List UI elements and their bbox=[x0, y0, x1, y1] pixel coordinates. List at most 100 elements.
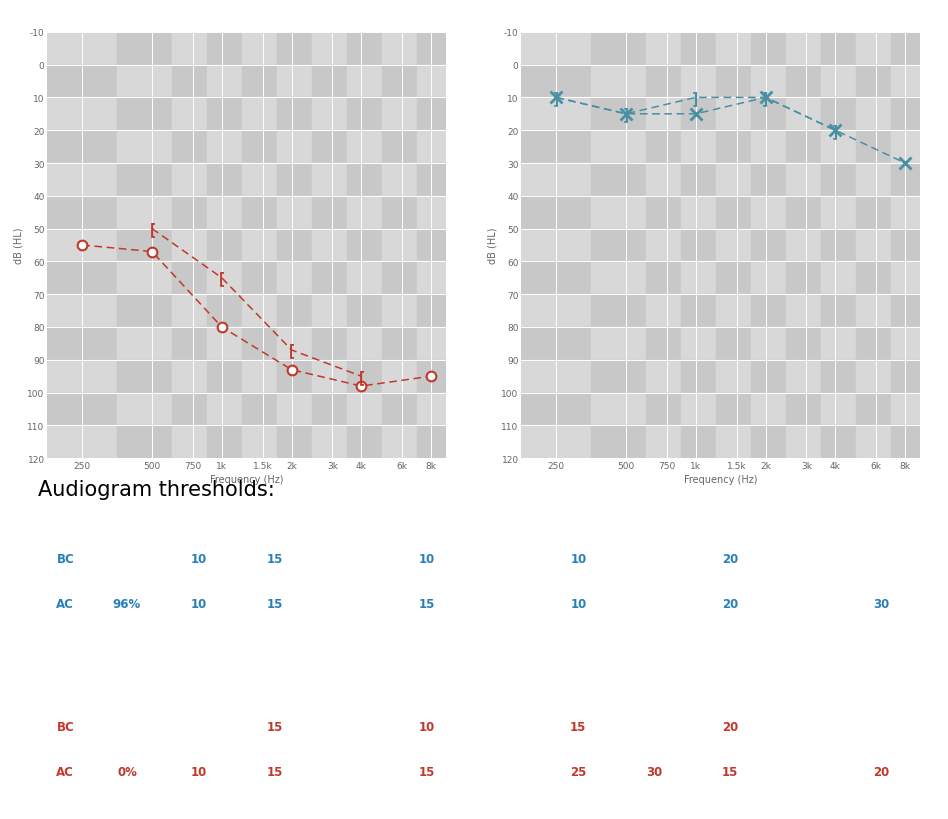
Bar bbox=[277, 131, 312, 164]
Bar bbox=[786, 164, 821, 197]
Bar bbox=[208, 295, 242, 328]
Bar bbox=[856, 360, 890, 393]
Bar bbox=[416, 328, 446, 360]
Bar bbox=[208, 262, 242, 295]
Bar bbox=[382, 360, 416, 393]
Bar bbox=[173, 295, 208, 328]
Bar bbox=[382, 197, 416, 229]
Text: 15: 15 bbox=[721, 766, 738, 778]
Bar bbox=[716, 295, 751, 328]
Bar bbox=[416, 426, 446, 459]
Text: 250: 250 bbox=[187, 508, 211, 520]
Bar bbox=[242, 426, 277, 459]
Bar bbox=[118, 229, 173, 262]
Text: ]: ] bbox=[761, 91, 770, 106]
Bar bbox=[416, 393, 446, 426]
Bar bbox=[682, 426, 716, 459]
Bar bbox=[173, 66, 208, 98]
Bar bbox=[821, 131, 856, 164]
Bar bbox=[592, 98, 647, 131]
Bar bbox=[173, 33, 208, 66]
Bar bbox=[716, 229, 751, 262]
Bar bbox=[382, 262, 416, 295]
Text: 10: 10 bbox=[191, 553, 208, 565]
Bar bbox=[592, 262, 647, 295]
Text: AC: AC bbox=[56, 598, 74, 610]
Bar bbox=[242, 393, 277, 426]
Bar bbox=[416, 33, 446, 66]
X-axis label: Frequency (Hz): Frequency (Hz) bbox=[210, 474, 283, 485]
Bar bbox=[856, 229, 890, 262]
Bar bbox=[47, 393, 118, 426]
Bar bbox=[416, 98, 446, 131]
Text: 0%: 0% bbox=[117, 766, 137, 778]
Text: 15: 15 bbox=[267, 721, 283, 733]
Bar bbox=[856, 164, 890, 197]
Bar bbox=[416, 164, 446, 197]
Bar bbox=[347, 229, 382, 262]
Bar bbox=[592, 360, 647, 393]
Bar bbox=[208, 98, 242, 131]
Bar bbox=[647, 197, 682, 229]
Bar bbox=[592, 197, 647, 229]
Text: 10: 10 bbox=[191, 766, 208, 778]
Bar bbox=[786, 131, 821, 164]
Bar bbox=[118, 360, 173, 393]
Text: R: R bbox=[61, 676, 70, 688]
Bar bbox=[347, 98, 382, 131]
Bar bbox=[592, 66, 647, 98]
Text: 15: 15 bbox=[570, 721, 587, 733]
Bar bbox=[647, 393, 682, 426]
Bar bbox=[47, 131, 118, 164]
Bar bbox=[242, 131, 277, 164]
Bar bbox=[521, 33, 592, 66]
Bar bbox=[312, 229, 347, 262]
Bar bbox=[312, 164, 347, 197]
Bar bbox=[312, 360, 347, 393]
Bar bbox=[890, 328, 920, 360]
Text: Audiogram thresholds:: Audiogram thresholds: bbox=[38, 479, 275, 499]
Bar bbox=[277, 262, 312, 295]
Bar bbox=[856, 33, 890, 66]
Bar bbox=[47, 262, 118, 295]
Bar bbox=[890, 426, 920, 459]
Bar bbox=[821, 197, 856, 229]
Bar bbox=[647, 98, 682, 131]
Text: 15: 15 bbox=[267, 553, 283, 565]
Bar bbox=[173, 328, 208, 360]
Bar bbox=[821, 66, 856, 98]
Bar bbox=[751, 393, 786, 426]
Bar bbox=[118, 131, 173, 164]
Bar bbox=[890, 197, 920, 229]
Text: [: [ bbox=[217, 271, 227, 286]
Bar bbox=[592, 328, 647, 360]
Bar bbox=[382, 164, 416, 197]
Text: 4000: 4000 bbox=[714, 508, 746, 520]
Y-axis label: dB (HL): dB (HL) bbox=[487, 228, 497, 264]
Bar bbox=[277, 426, 312, 459]
Bar bbox=[173, 229, 208, 262]
Bar bbox=[242, 164, 277, 197]
Bar bbox=[751, 262, 786, 295]
Bar bbox=[208, 197, 242, 229]
Bar bbox=[890, 66, 920, 98]
Bar bbox=[118, 164, 173, 197]
Text: 750: 750 bbox=[338, 676, 363, 688]
Text: 10: 10 bbox=[419, 721, 435, 733]
Text: 1000: 1000 bbox=[410, 676, 443, 688]
Text: ]: ] bbox=[691, 91, 701, 106]
Bar bbox=[786, 197, 821, 229]
Bar bbox=[890, 33, 920, 66]
Bar bbox=[751, 328, 786, 360]
Bar bbox=[47, 33, 118, 66]
Bar bbox=[682, 328, 716, 360]
Text: 6000: 6000 bbox=[790, 676, 822, 688]
Bar bbox=[416, 295, 446, 328]
Bar bbox=[242, 197, 277, 229]
Bar bbox=[347, 164, 382, 197]
Bar bbox=[592, 426, 647, 459]
Bar bbox=[118, 33, 173, 66]
Bar bbox=[682, 229, 716, 262]
Bar bbox=[118, 262, 173, 295]
Text: 3000: 3000 bbox=[638, 508, 670, 520]
